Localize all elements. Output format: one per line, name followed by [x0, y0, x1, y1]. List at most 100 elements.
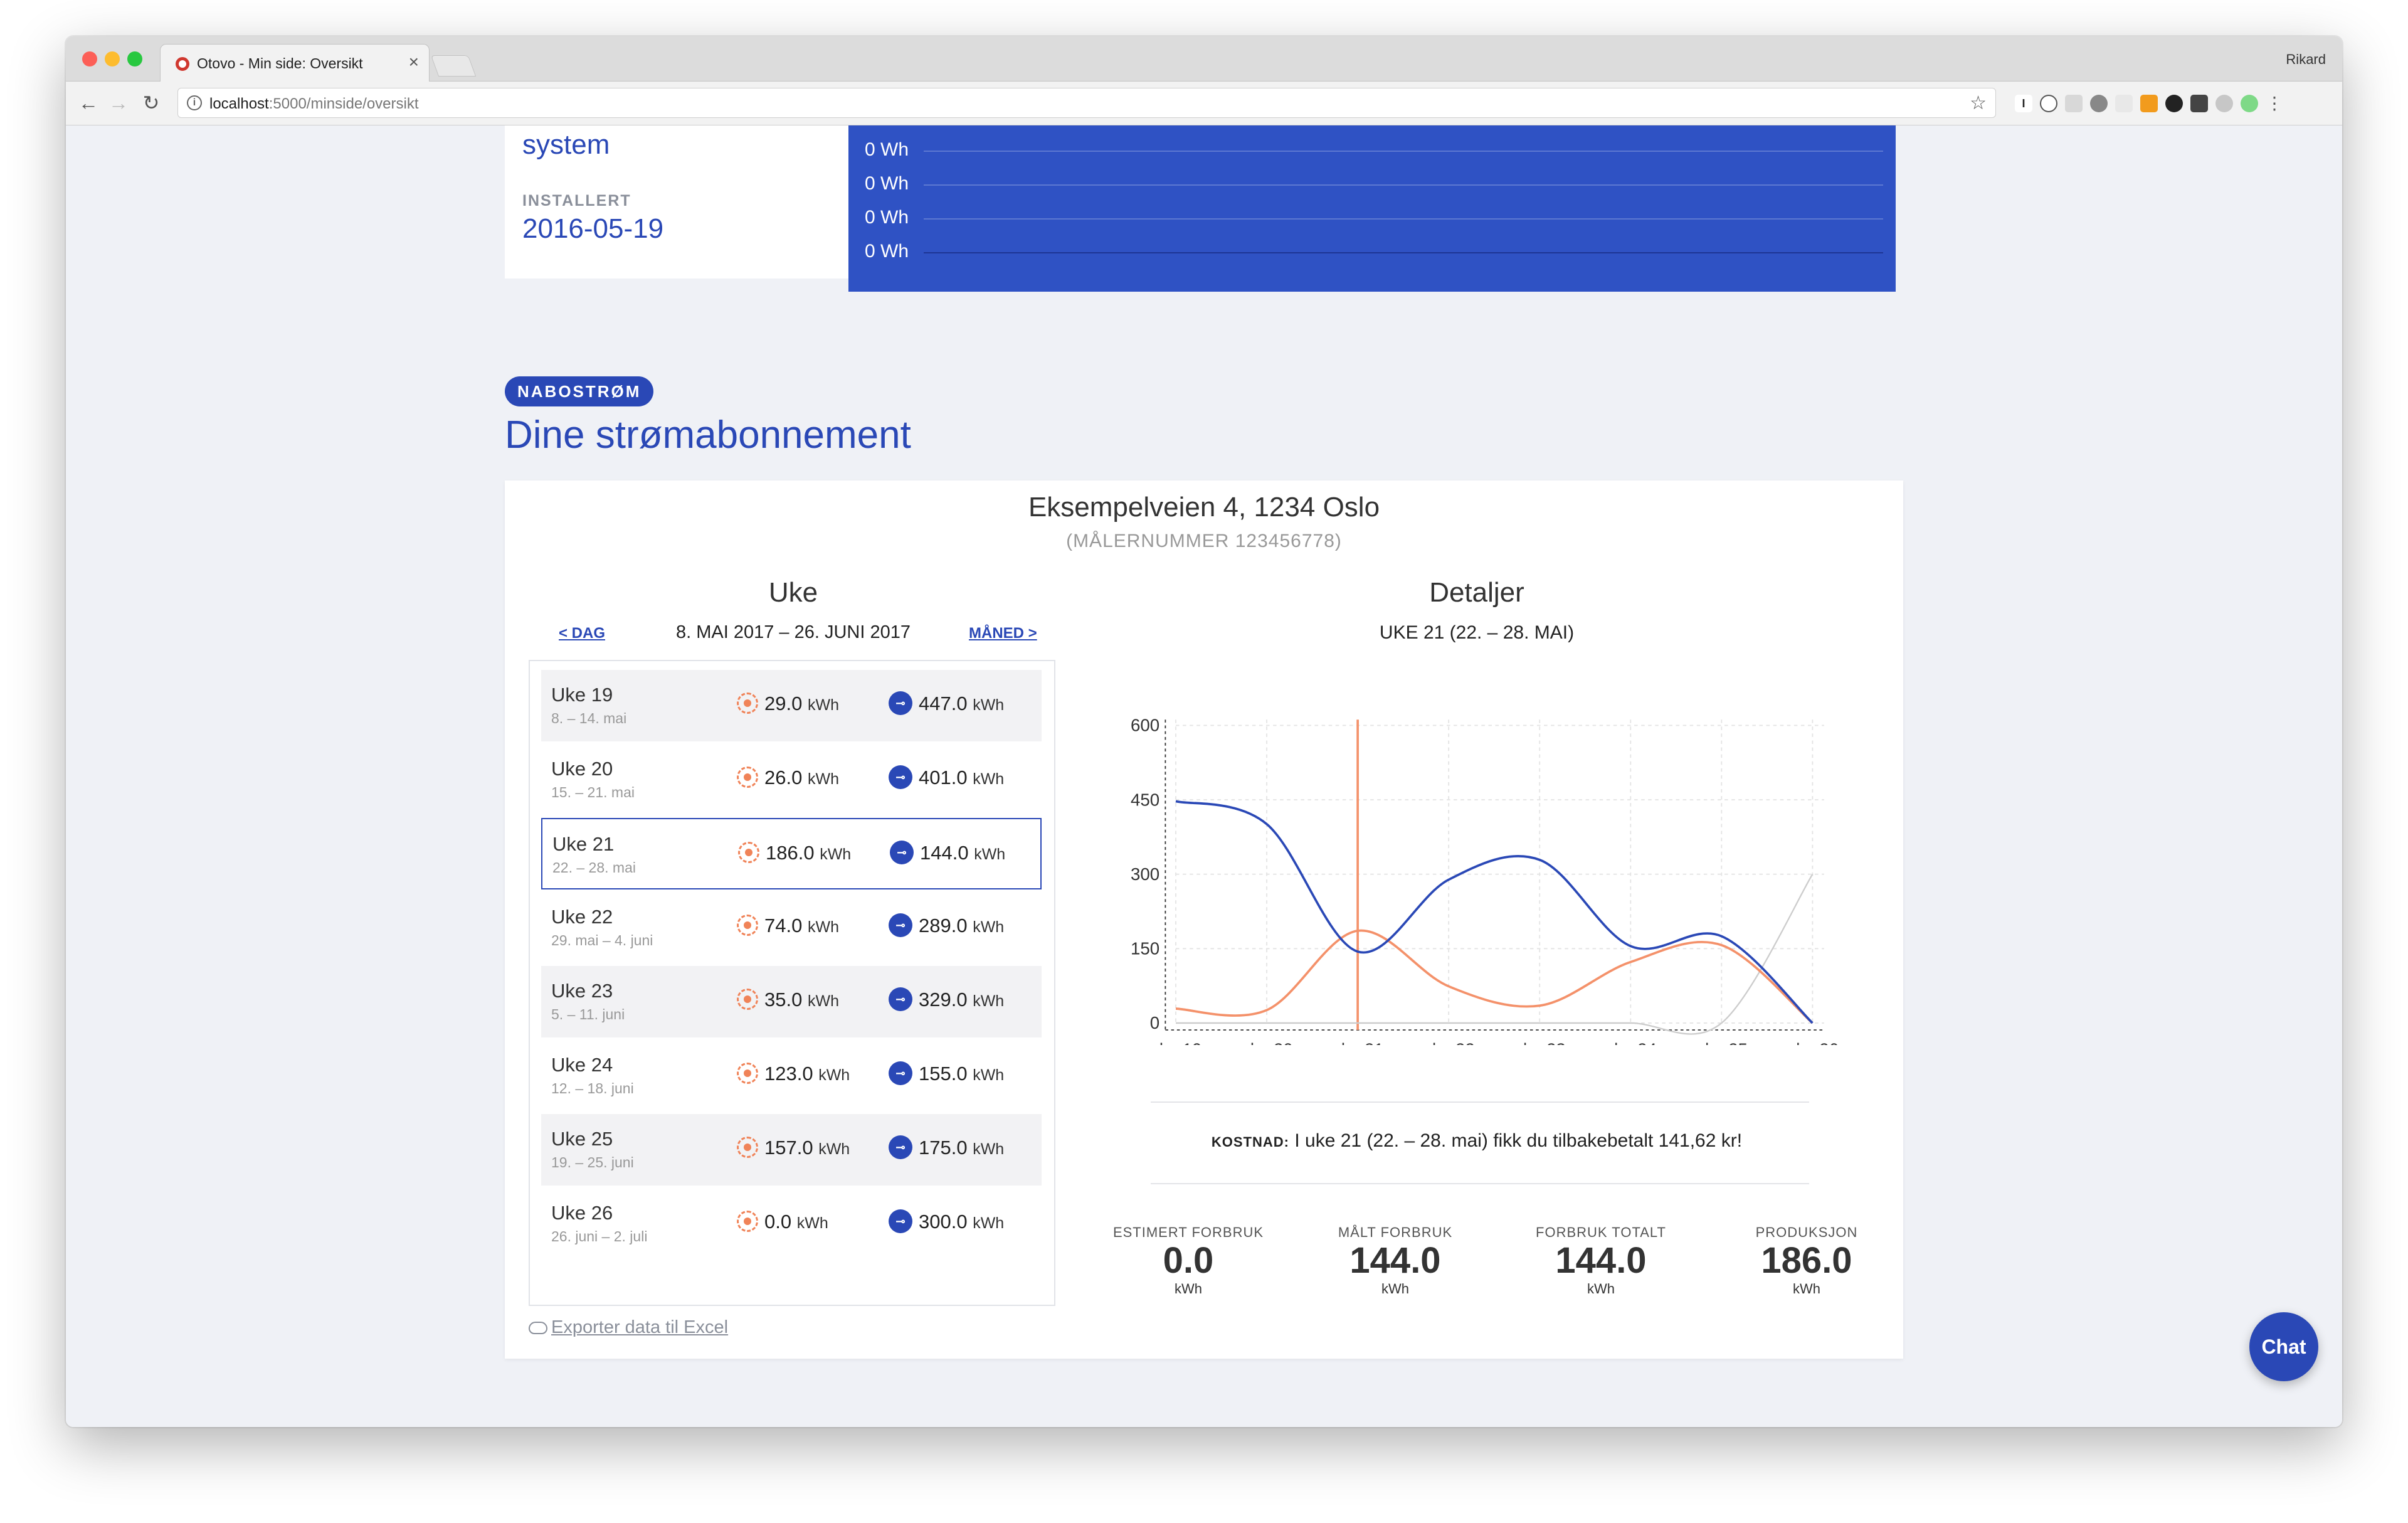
x-tick-label: uke 23 [1514, 1040, 1566, 1045]
extension-green-icon[interactable] [2241, 95, 2258, 112]
browser-menu-icon[interactable]: ⋮ [2266, 93, 2283, 113]
extension-camera-icon[interactable] [2065, 95, 2083, 112]
back-button[interactable]: ← [78, 92, 98, 114]
details-chart: 0 150 300 450 600 uke 19 uke 20 uke 21 uke 22 uke… [1131, 716, 1839, 1045]
url-text[interactable]: localhost:5000/minside/oversikt [209, 95, 419, 113]
browser-tab[interactable]: Otovo - Min side: Oversikt × [160, 44, 430, 82]
section-title: Dine strømabonnement [505, 413, 911, 457]
subscription-card: Eksempelveien 4, 1234 Oslo (MÅLERNUMMER … [505, 480, 1903, 1359]
week-dates: 5. – 11. juni [551, 1006, 625, 1022]
production-unit: kWh [818, 1140, 850, 1158]
consumption-unit: kWh [973, 1140, 1005, 1158]
address-bar[interactable]: i localhost:5000/minside/oversikt ☆ [177, 88, 1996, 118]
week-row[interactable]: Uke 20 15. – 21. mai 26.0 kWh ⊸ 401.0 kW… [541, 744, 1042, 815]
week-consumption: 447.0 kWh [919, 693, 1004, 715]
extension-bug-icon[interactable] [2090, 95, 2108, 112]
tab-bar: Otovo - Min side: Oversikt × Rikard [66, 36, 2342, 82]
extension-circle-icon[interactable] [2165, 95, 2183, 112]
production-unit: kWh [807, 696, 839, 714]
production-chart-tick: 0 Wh [865, 241, 909, 262]
week-consumption: 401.0 kWh [919, 767, 1004, 789]
week-dates: 12. – 18. juni [551, 1080, 634, 1096]
reload-button[interactable]: ↻ [142, 92, 160, 114]
close-window-button[interactable] [82, 51, 97, 66]
tab-title: Otovo - Min side: Oversikt [197, 55, 363, 72]
extension-grid-icon[interactable] [2190, 95, 2208, 112]
consumption-value: 329.0 [919, 989, 968, 1011]
chat-button[interactable]: Chat [2249, 1312, 2318, 1381]
consumption-value: 144.0 [920, 842, 969, 864]
sun-icon [737, 989, 758, 1010]
next-month-link[interactable]: MÅNED > [969, 625, 1037, 642]
x-tick-label: uke 26 [1787, 1040, 1839, 1045]
consumption-value: 300.0 [919, 1211, 968, 1233]
week-name: Uke 25 [551, 1128, 613, 1150]
production-value: 123.0 [764, 1063, 813, 1085]
week-production: 26.0 kWh [764, 767, 839, 789]
production-unit: kWh [807, 992, 839, 1010]
stat-unit: kWh [1793, 1281, 1820, 1297]
stat-label: ESTIMERT FORBRUK [1112, 1224, 1264, 1240]
consumption-value: 289.0 [919, 915, 968, 937]
week-production: 29.0 kWh [764, 693, 839, 715]
cloud-download-icon [529, 1322, 547, 1335]
site-info-icon[interactable]: i [187, 95, 202, 110]
bookmark-star-icon[interactable]: ☆ [1970, 93, 1987, 114]
extension-cursor-icon[interactable]: I [2015, 95, 2032, 112]
tab-close-icon[interactable]: × [408, 52, 419, 72]
week-row[interactable]: Uke 26 26. juni – 2. juli 0.0 kWh ⊸ 300.… [541, 1188, 1042, 1260]
sun-icon [737, 1211, 758, 1232]
stat-estimated: ESTIMERT FORBRUK 0.0 kWh [1107, 1224, 1270, 1297]
zoom-window-button[interactable] [127, 51, 142, 66]
new-tab-button[interactable] [430, 55, 477, 77]
export-label: Exporter data til Excel [551, 1317, 729, 1337]
prev-day-link[interactable]: < DAG [559, 625, 606, 642]
week-name: Uke 23 [551, 980, 613, 1002]
extension-warning-icon[interactable] [2115, 95, 2133, 112]
meter-number: (MÅLERNUMMER 123456778) [1066, 531, 1342, 551]
stat-value: 144.0 [1349, 1240, 1441, 1281]
profile-name[interactable]: Rikard [2286, 51, 2326, 67]
week-row[interactable]: Uke 24 12. – 18. juni 123.0 kWh ⊸ 155.0 … [541, 1040, 1042, 1112]
week-production: 186.0 kWh [766, 842, 851, 864]
production-value: 186.0 [766, 842, 815, 864]
week-row[interactable]: Uke 23 5. – 11. juni 35.0 kWh ⊸ 329.0 kW… [541, 966, 1042, 1037]
week-row[interactable]: Uke 25 19. – 25. juni 157.0 kWh ⊸ 175.0 … [541, 1114, 1042, 1186]
production-unit: kWh [818, 1066, 850, 1084]
plug-icon: ⊸ [889, 913, 912, 937]
week-consumption: 300.0 kWh [919, 1211, 1004, 1233]
week-row-selected[interactable]: Uke 21 22. – 28. mai 186.0 kWh ⊸ 144.0 k… [541, 818, 1042, 889]
cost-label: KOSTNAD: [1211, 1134, 1290, 1150]
extension-info-icon[interactable] [2040, 95, 2057, 112]
consumption-value: 401.0 [919, 767, 968, 788]
week-consumption: 329.0 kWh [919, 989, 1004, 1011]
export-excel-link[interactable]: Exporter data til Excel [529, 1317, 728, 1338]
stat-total: FORBRUK TOTALT 144.0 kWh [1519, 1224, 1682, 1297]
week-dates: 8. – 14. mai [551, 710, 627, 726]
week-row[interactable]: Uke 22 29. mai – 4. juni 74.0 kWh ⊸ 289.… [541, 892, 1042, 963]
system-card: system INSTALLERT 2016-05-19 [505, 125, 850, 279]
production-chart-gridline [924, 218, 1883, 220]
stat-unit: kWh [1175, 1281, 1202, 1297]
stat-value: 186.0 [1761, 1240, 1852, 1281]
browser-window: Otovo - Min side: Oversikt × Rikard ← → … [66, 36, 2342, 1427]
consumption-unit: kWh [974, 846, 1006, 863]
stat-label: PRODUKSJON [1755, 1224, 1858, 1240]
x-tick-label: uke 21 [1332, 1040, 1384, 1045]
cost-message: I uke 21 (22. – 28. mai) fikk du tilbake… [1294, 1130, 1743, 1151]
forward-button[interactable]: → [108, 92, 129, 114]
minimize-window-button[interactable] [105, 51, 120, 66]
y-tick-label: 450 [1131, 790, 1159, 809]
y-tick-label: 150 [1131, 939, 1159, 958]
week-row[interactable]: Uke 19 8. – 14. mai 29.0 kWh ⊸ 447.0 kWh [541, 670, 1042, 741]
installed-date: 2016-05-19 [522, 213, 664, 244]
week-name: Uke 21 [552, 833, 615, 855]
extension-chart-icon[interactable] [2140, 95, 2158, 112]
week-name: Uke 19 [551, 684, 613, 706]
stat-label: MÅLT FORBRUK [1338, 1224, 1453, 1240]
week-name: Uke 24 [551, 1054, 613, 1076]
extension-cloud-icon[interactable] [2215, 95, 2233, 112]
sun-icon [738, 842, 759, 863]
stat-value: 0.0 [1163, 1240, 1214, 1281]
plug-icon: ⊸ [890, 841, 914, 864]
